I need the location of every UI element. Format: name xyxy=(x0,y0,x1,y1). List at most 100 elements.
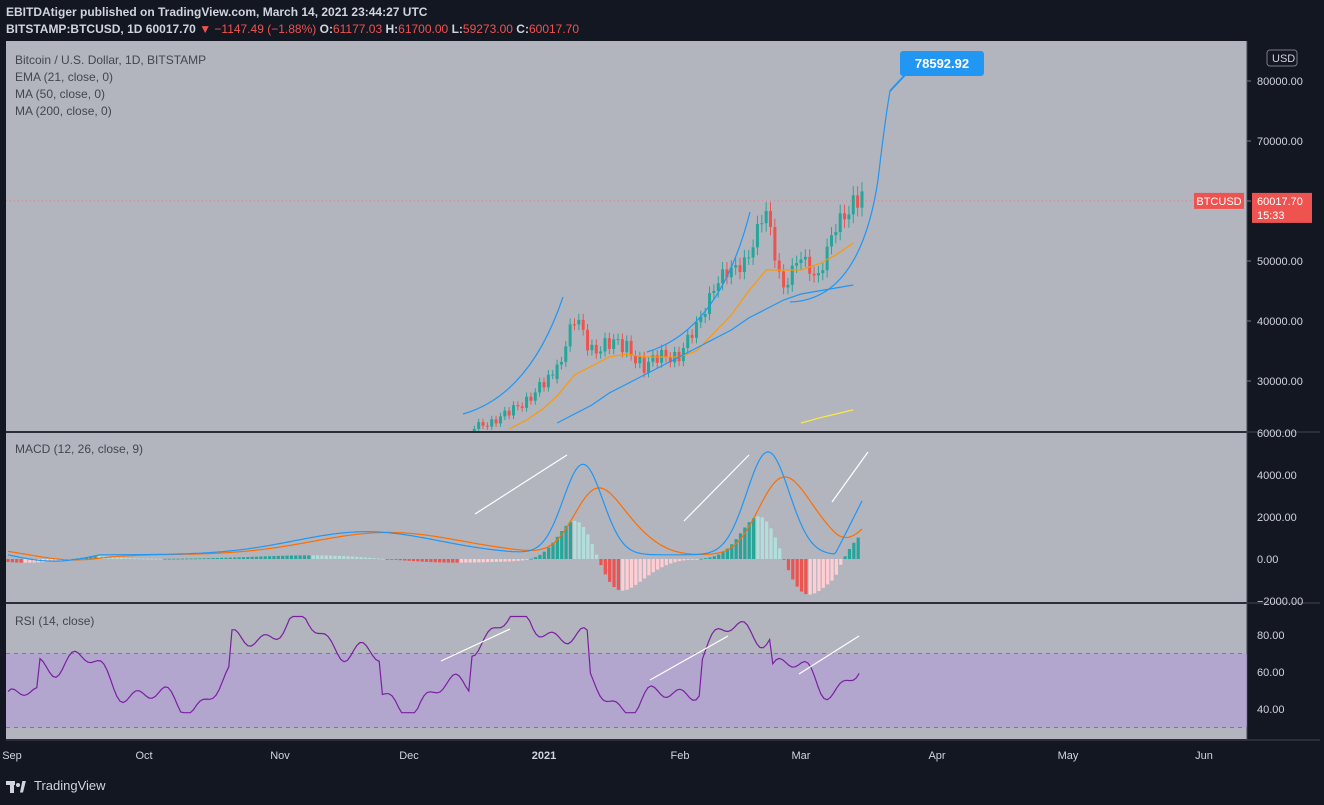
change-value: ▼ −1147.49 (−1.88%) xyxy=(199,22,317,36)
macd-histogram-bar xyxy=(791,559,795,580)
macd-histogram-bar xyxy=(215,557,219,559)
macd-histogram-bar xyxy=(128,558,132,559)
footer[interactable]: TradingView xyxy=(6,778,106,793)
candle-body xyxy=(803,256,807,260)
macd-divergence-trendline xyxy=(683,454,750,522)
candle-body xyxy=(607,338,611,349)
macd-histogram-bar xyxy=(481,559,485,563)
candle-body xyxy=(834,232,838,236)
macd-histogram-bar xyxy=(302,555,307,559)
candle-body xyxy=(712,290,716,294)
macd-histogram-bar xyxy=(420,559,424,562)
macd-histogram-bar xyxy=(808,559,812,595)
macd-histogram-bar xyxy=(329,555,333,559)
macd-histogram-bar xyxy=(350,556,355,559)
macd-histogram-bar xyxy=(725,548,729,559)
time-axis-label: Nov xyxy=(270,750,290,762)
macd-histogram-bar xyxy=(145,558,150,560)
open-value: 61177.03 xyxy=(332,22,383,36)
macd-histogram-bar xyxy=(625,559,629,590)
candle-body xyxy=(481,422,485,426)
candle-body xyxy=(829,235,833,247)
macd-histogram-bar xyxy=(577,522,581,559)
macd-histogram-bar xyxy=(486,559,490,563)
ma-200-line xyxy=(800,409,854,424)
candle-body xyxy=(742,257,746,273)
rsi-divergence-trendline xyxy=(649,635,729,681)
macd-histogram-bar xyxy=(416,559,420,562)
macd-histogram-bar xyxy=(281,555,285,559)
macd-histogram-bar xyxy=(185,558,189,560)
macd-histogram-bar xyxy=(747,522,751,559)
macd-histogram-bar xyxy=(154,558,158,560)
candle-body xyxy=(769,210,773,227)
macd-histogram-bar xyxy=(246,556,250,559)
macd-histogram-bar xyxy=(337,555,341,559)
candle-body xyxy=(773,226,777,261)
macd-histogram-bar xyxy=(512,559,516,562)
macd-histogram-bar xyxy=(830,559,834,581)
candle-body xyxy=(825,246,829,271)
macd-histogram-bar xyxy=(843,556,847,559)
candle-body xyxy=(620,339,624,353)
candle-body xyxy=(472,429,476,431)
macd-histogram-bar xyxy=(206,558,211,559)
candle-body xyxy=(555,364,559,379)
macd-histogram-bar xyxy=(407,559,411,561)
macd-histogram-bar xyxy=(821,559,825,588)
macd-histogram-bar xyxy=(363,557,368,559)
time-axis-label: Oct xyxy=(135,750,152,762)
rsi-legend: RSI (14, close) xyxy=(15,614,94,628)
macd-histogram-bar xyxy=(542,551,546,559)
macd-histogram-bar xyxy=(795,559,799,587)
macd-histogram-bar xyxy=(804,559,808,595)
macd-histogram-bar xyxy=(704,558,708,559)
candle-body xyxy=(520,406,524,408)
macd-histogram-bar xyxy=(834,559,838,575)
macd-histogram-bar xyxy=(799,559,804,592)
macd-histogram-bar xyxy=(751,518,756,559)
macd-histogram-bar xyxy=(734,539,738,559)
macd-histogram-bar xyxy=(581,526,586,559)
time-axis-label: May xyxy=(1058,750,1079,762)
macd-histogram-bar xyxy=(647,559,651,576)
macd-histogram-bar xyxy=(555,536,559,559)
macd-histogram-bar xyxy=(660,559,664,568)
candle-body xyxy=(494,419,498,424)
candle-body xyxy=(638,356,642,364)
macd-histogram-bar xyxy=(446,559,450,563)
macd-histogram-bar xyxy=(202,558,206,560)
candle-body xyxy=(490,419,494,427)
macd-histogram-bar xyxy=(839,559,843,565)
macd-histogram-bar xyxy=(621,559,625,591)
candles-group xyxy=(472,182,864,431)
macd-histogram-bar xyxy=(381,558,385,560)
rsi-axis-label: 60.00 xyxy=(1257,667,1285,679)
candle-body xyxy=(716,283,720,291)
macd-histogram-bar xyxy=(403,559,407,561)
macd-histogram-bar xyxy=(599,559,603,566)
candle-body xyxy=(751,247,755,258)
macd-histogram-bar xyxy=(568,522,573,559)
macd-histogram-bar xyxy=(490,559,494,563)
macd-histogram-bar xyxy=(560,531,564,559)
candle-body xyxy=(660,349,664,363)
macd-histogram-bar xyxy=(852,542,856,559)
candle-body xyxy=(790,265,794,285)
macd-histogram-bar xyxy=(786,559,791,571)
target-callout-label: 78592.92 xyxy=(915,56,969,71)
macd-axis-label: −2000.00 xyxy=(1257,596,1303,608)
time-axis-label: Mar xyxy=(792,750,811,762)
macd-histogram-bar xyxy=(237,557,241,559)
macd-histogram-bar xyxy=(721,551,725,559)
candle-body xyxy=(533,392,537,401)
macd-histogram-bar xyxy=(433,559,437,563)
candle-body xyxy=(568,324,572,347)
price-axis-label: 50000.00 xyxy=(1257,256,1303,268)
candle-body xyxy=(577,319,581,325)
parabolic-curve-2 xyxy=(646,211,751,353)
macd-histogram-bar xyxy=(717,554,721,559)
macd-histogram-bar xyxy=(664,559,668,566)
candle-body xyxy=(843,213,847,220)
